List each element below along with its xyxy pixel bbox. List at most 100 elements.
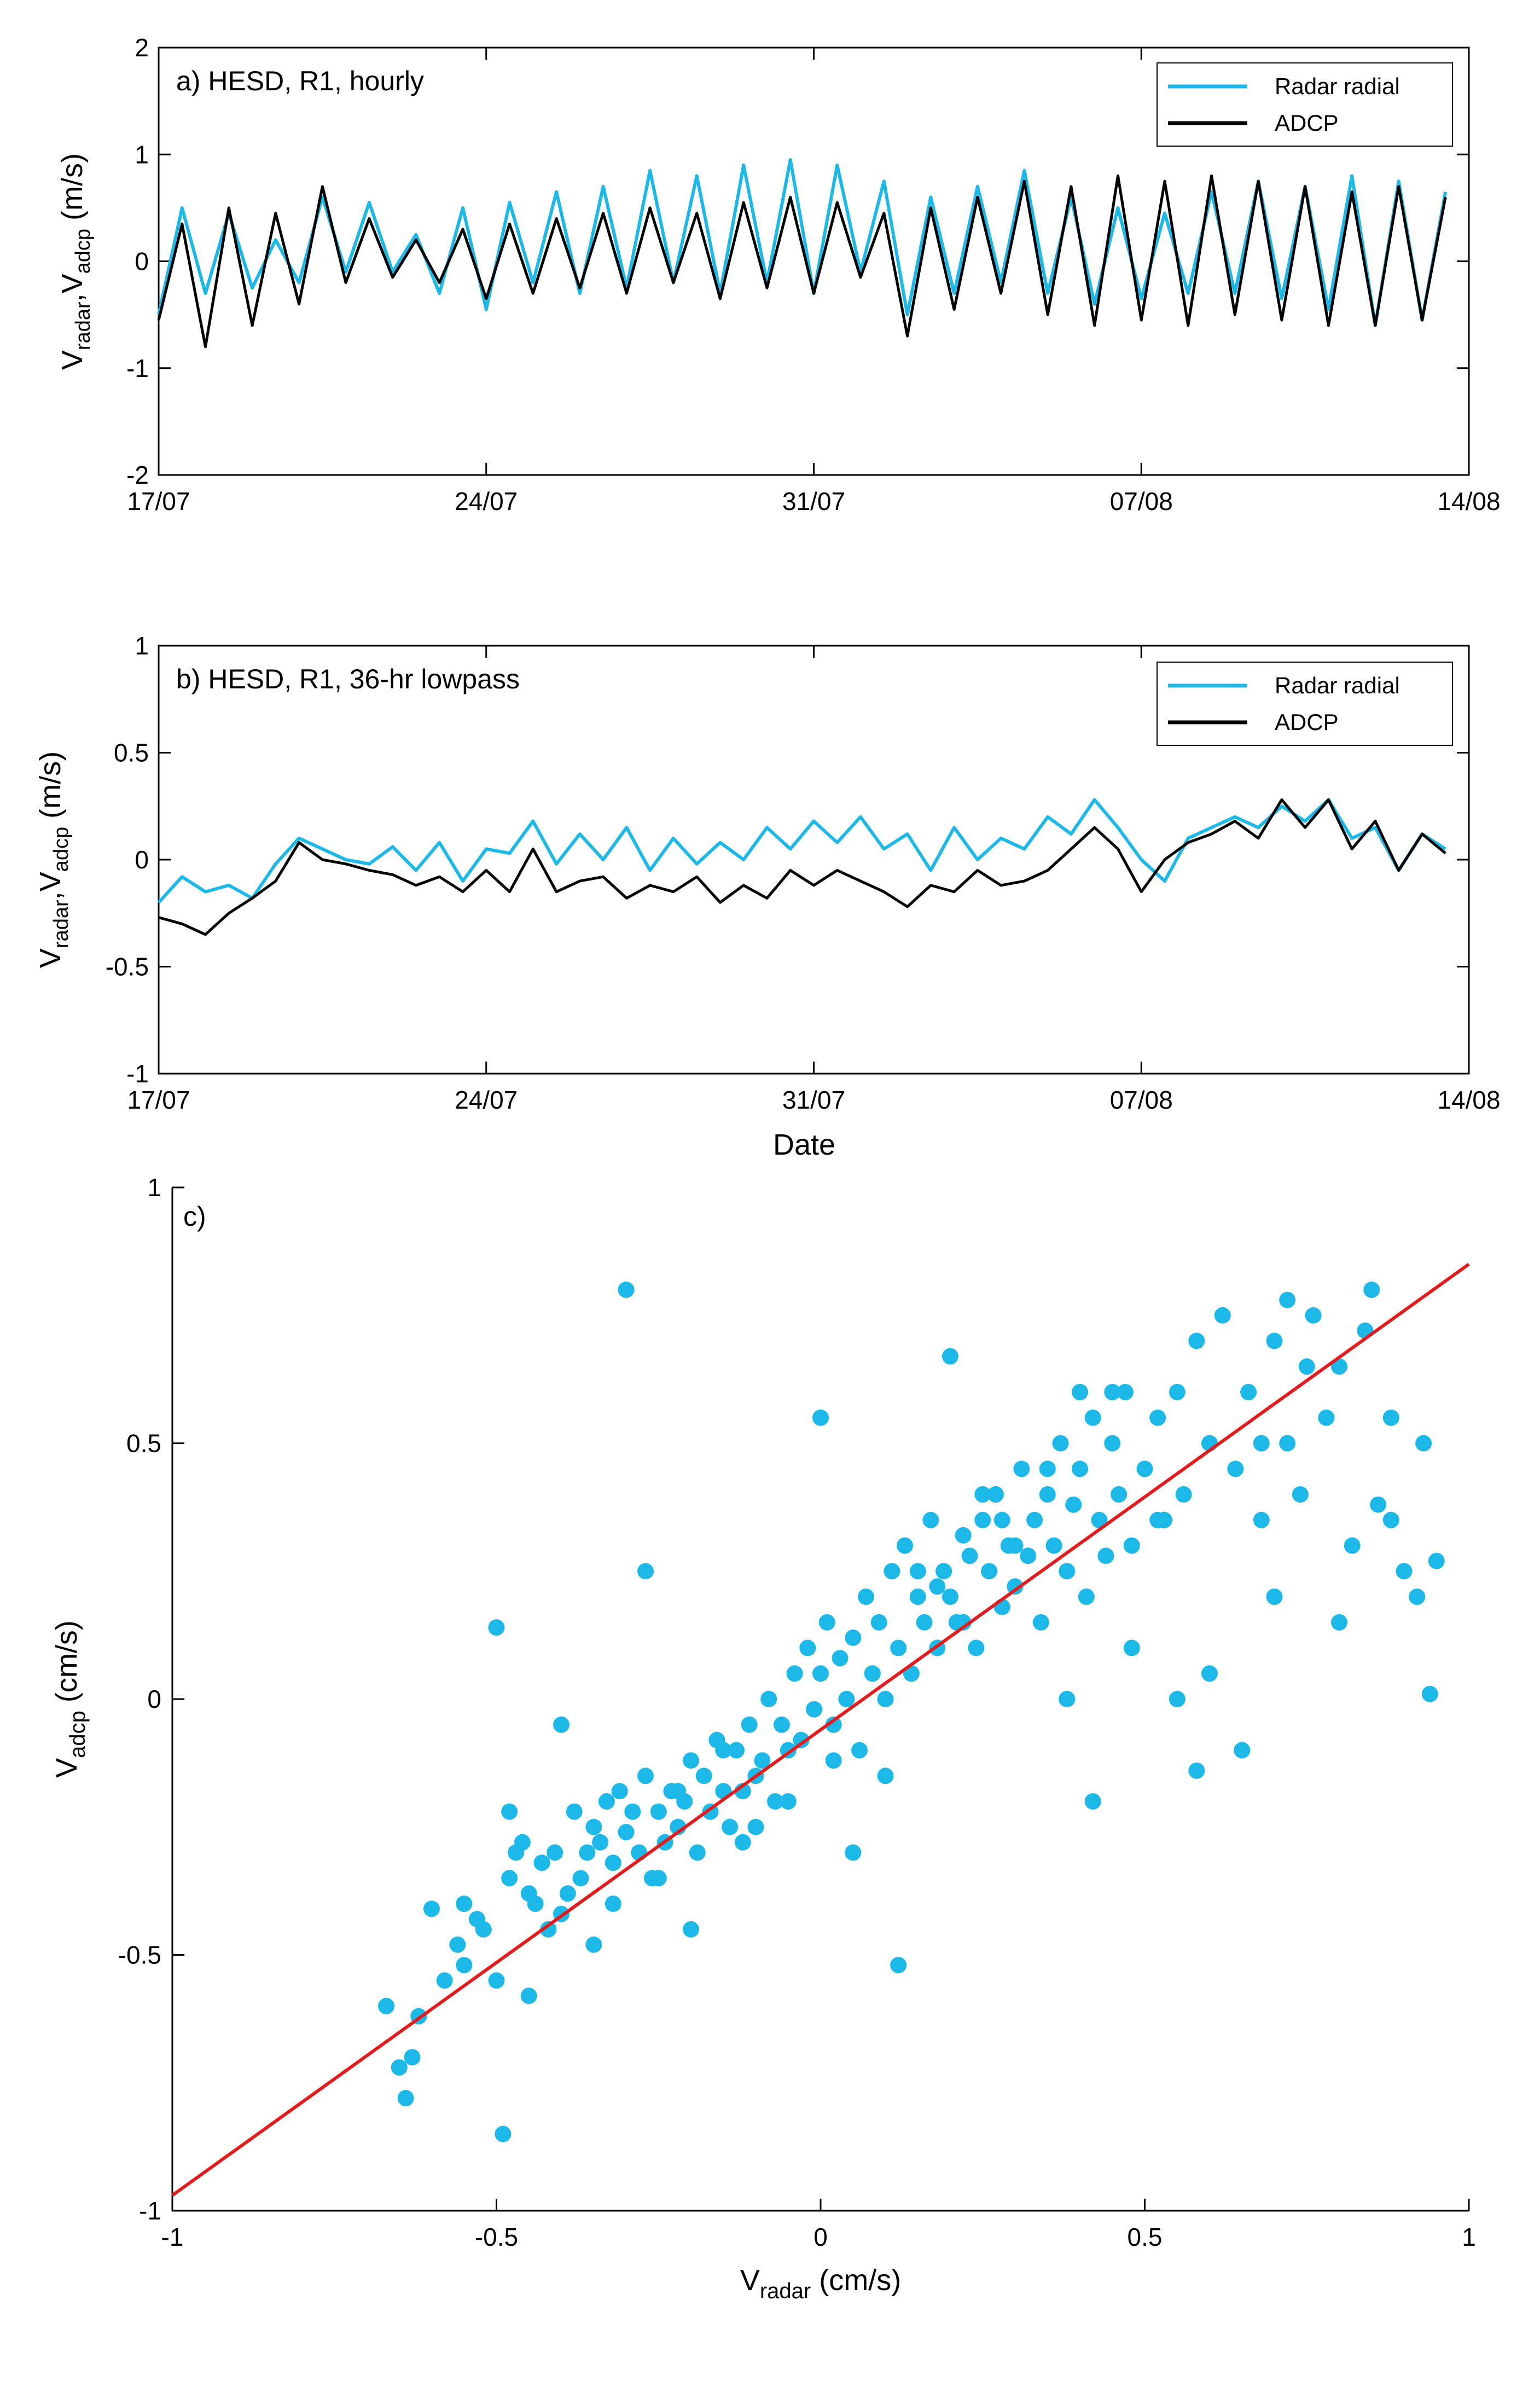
x-tick-label: 07/08 xyxy=(1110,1086,1173,1114)
panel-a-legend: Radar radial ADCP xyxy=(1157,62,1453,147)
scatter-point xyxy=(981,1563,998,1580)
x-tick-label: 07/08 xyxy=(1110,487,1173,515)
scatter-point xyxy=(475,1921,492,1938)
scatter-point xyxy=(618,1282,635,1298)
scatter-point xyxy=(1292,1486,1309,1503)
scatter-point xyxy=(1045,1537,1062,1554)
scatter-point xyxy=(793,1731,810,1748)
x-tick-label: 17/07 xyxy=(127,487,190,515)
scatter-point xyxy=(909,1563,926,1580)
scatter-point xyxy=(870,1614,887,1631)
panel-b-series xyxy=(157,798,1446,936)
scatter-point xyxy=(488,1972,505,1989)
scatter-point xyxy=(1382,1511,1399,1528)
scatter-point xyxy=(533,1854,550,1871)
y-tick-label: -1 xyxy=(139,2196,161,2225)
scatter-point xyxy=(547,1844,563,1861)
scatter-point xyxy=(747,1818,764,1835)
scatter-point xyxy=(1149,1511,1166,1528)
x-tick-label: 0 xyxy=(813,2223,828,2251)
scatter-point xyxy=(845,1629,862,1646)
scatter-point xyxy=(1136,1461,1153,1477)
scatter-point xyxy=(806,1701,823,1718)
scatter-point xyxy=(961,1548,978,1564)
scatter-point xyxy=(1266,1589,1283,1605)
scatter-point xyxy=(767,1793,783,1810)
scatter-point xyxy=(1415,1435,1432,1452)
scatter-point xyxy=(987,1486,1004,1503)
scatter-point xyxy=(650,1803,667,1820)
scatter-point xyxy=(845,1844,862,1861)
series-line-adcp xyxy=(157,174,1447,349)
scatter-point xyxy=(572,1870,589,1887)
scatter-point xyxy=(1117,1384,1134,1400)
panel-b-xlabel: Date xyxy=(773,1128,835,1161)
series-line-radar-radial xyxy=(157,158,1448,327)
scatter-point xyxy=(436,1972,453,1989)
scatter-point xyxy=(812,1665,829,1682)
scatter-point xyxy=(1253,1511,1270,1528)
legend-label-radar-radial: Radar radial xyxy=(1275,73,1400,99)
scatter-point xyxy=(942,1348,958,1365)
scatter-point xyxy=(1201,1665,1218,1682)
y-tick-label: 0 xyxy=(135,845,149,874)
scatter-point xyxy=(916,1614,933,1631)
scatter-point xyxy=(637,1767,654,1784)
scatter-point xyxy=(624,1803,641,1820)
scatter-point xyxy=(1298,1358,1315,1375)
scatter-point xyxy=(683,1752,699,1769)
panel-b-title: b) HESD, R1, 36-hr lowpass xyxy=(176,664,520,694)
scatter-point xyxy=(598,1793,615,1810)
scatter-point xyxy=(501,1803,518,1820)
scatter-point xyxy=(585,1936,602,1953)
panel-a-title: a) HESD, R1, hourly xyxy=(176,66,424,96)
scatter-point xyxy=(1007,1578,1024,1595)
scatter-point xyxy=(1279,1435,1296,1452)
scatter-point xyxy=(935,1563,952,1580)
scatter-point xyxy=(832,1650,849,1667)
scatter-point xyxy=(1084,1793,1101,1810)
scatter-point xyxy=(520,1987,537,2004)
scatter-point xyxy=(877,1691,894,1707)
scatter-point xyxy=(799,1639,816,1656)
panel-b-ylabel: Vradar,Vadcp (m/s) xyxy=(34,751,73,968)
scatter-point xyxy=(501,1870,518,1887)
scatter-point xyxy=(968,1639,985,1656)
series-line-adcp xyxy=(158,798,1446,936)
scatter-point xyxy=(391,2059,408,2076)
panel-a-ylabel: Vradar,Vadcp (m/s) xyxy=(56,153,95,370)
y-tick-label: 0 xyxy=(135,247,149,276)
scatter-point xyxy=(423,1900,440,1917)
scatter-point xyxy=(559,1885,576,1902)
scatter-point xyxy=(1344,1537,1361,1554)
scatter-point xyxy=(1169,1691,1185,1707)
scatter-point xyxy=(1013,1461,1030,1477)
y-tick-label: 0.5 xyxy=(126,1429,161,1458)
scatter-point xyxy=(1104,1435,1121,1452)
legend-label-adcp: ADCP xyxy=(1275,110,1339,136)
scatter-point xyxy=(592,1834,609,1851)
scatter-point xyxy=(1234,1742,1251,1759)
panel-c-ticks: -1 -0.5 0 0.5 1 -1 -0.5 0 0.5 1 xyxy=(118,1173,1476,2251)
scatter-point xyxy=(1123,1639,1140,1656)
scatter-point xyxy=(1026,1511,1043,1528)
scatter-point xyxy=(1039,1486,1056,1503)
scatter-point xyxy=(456,1896,473,1912)
scatter-point xyxy=(579,1844,596,1861)
x-tick-label: 24/07 xyxy=(455,1086,518,1114)
panel-c: -1 -0.5 0 0.5 1 -1 -0.5 0 0.5 1 c) Vadcp (cm/s) V… xyxy=(50,1173,1476,2303)
scatter-point xyxy=(566,1803,583,1820)
scatter-point xyxy=(650,1870,667,1887)
scatter-point xyxy=(1188,1332,1205,1349)
scatter-point xyxy=(773,1716,790,1733)
scatter-point xyxy=(890,1957,907,1974)
y-tick-label: -0.5 xyxy=(106,953,149,981)
panel-a-legend-box xyxy=(1157,62,1453,147)
scatter-point xyxy=(1370,1496,1387,1513)
scatter-point xyxy=(1318,1409,1335,1426)
x-tick-label: 1 xyxy=(1462,2223,1476,2251)
y-tick-label: -1 xyxy=(126,1059,149,1088)
y-tick-label: 2 xyxy=(135,33,149,62)
y-tick-label: 0.5 xyxy=(114,739,149,767)
